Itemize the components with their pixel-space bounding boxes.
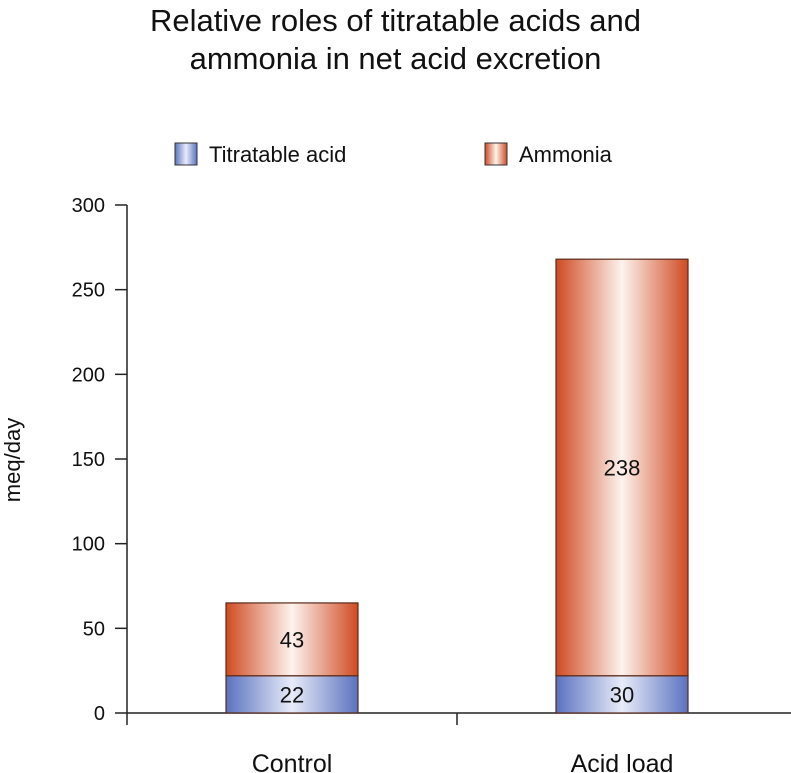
bar-segment-ammonia — [225, 602, 359, 677]
bar-data-label: 30 — [610, 682, 634, 707]
y-tick-label: 250 — [72, 280, 105, 302]
x-category-label: Acid load — [571, 750, 674, 773]
bars: 22 43 30 238 — [225, 258, 689, 714]
y-tick-label: 150 — [72, 449, 105, 471]
bar-segment-titratable-acid — [225, 675, 359, 714]
bar-data-label: 22 — [280, 682, 304, 707]
y-axis-label: meq/day — [0, 418, 25, 502]
legend-label: Ammonia — [519, 142, 613, 167]
y-tick-label: 300 — [72, 195, 105, 217]
legend: Titratable acid Ammonia — [174, 142, 613, 167]
y-tick-label: 100 — [72, 534, 105, 556]
x-category-label: Control — [252, 750, 333, 773]
legend-label: Titratable acid — [209, 142, 346, 167]
chart-title-line-1: Relative roles of titratable acids and — [149, 3, 642, 38]
bar-segment-ammonia — [555, 258, 689, 677]
bar-segment-titratable-acid — [555, 675, 689, 714]
bar-data-label: 238 — [604, 455, 641, 480]
legend-swatch — [174, 142, 198, 166]
y-tick-label: 200 — [72, 364, 105, 386]
chart-title-line-2: ammonia in net acid excretion — [189, 41, 602, 76]
y-tick-label: 0 — [94, 703, 105, 725]
bar-data-label: 43 — [280, 627, 304, 652]
legend-swatch — [484, 142, 508, 166]
axes: 0 50 100 150 200 250 300 Control Acid load — [72, 195, 791, 773]
y-tick-label: 50 — [83, 618, 105, 640]
